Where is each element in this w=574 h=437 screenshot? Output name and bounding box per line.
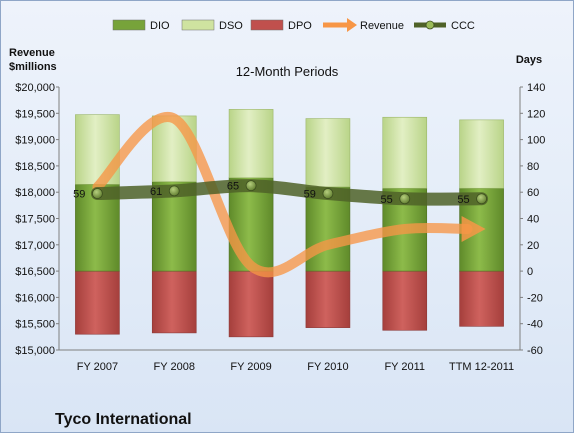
bar-dpo	[459, 270, 504, 327]
bar-dpo	[228, 270, 274, 338]
revenue-line	[92, 112, 473, 278]
ccc-line	[90, 179, 489, 206]
ccc-data-label: 59	[304, 189, 316, 201]
x-axis-labels: FY 2007 FY 2008 FY 2009 FY 2010 FY 2011 TTM 1…	[77, 361, 514, 373]
revenue-series	[92, 112, 486, 278]
bar-dpo	[151, 270, 197, 334]
left-tick-label: $17,500	[15, 214, 55, 226]
bar-dso	[151, 115, 197, 182]
right-tick-label: 20	[527, 240, 539, 252]
legend-swatch-dso	[181, 19, 215, 31]
legend: DIO DSO DPO Revenue CCC	[112, 18, 475, 32]
ccc-marker	[322, 188, 334, 199]
ccc-marker	[92, 188, 103, 199]
right-tick-label: 140	[527, 82, 545, 94]
bar-dso	[382, 116, 428, 189]
bar-dio	[228, 177, 274, 272]
left-tick-label: $19,000	[15, 135, 55, 147]
legend-swatch-ccc-marker	[425, 20, 435, 30]
left-axis-title-line2: $millions	[9, 61, 57, 73]
right-tick-label: -20	[527, 292, 543, 304]
ccc-marker	[476, 193, 487, 205]
category-label: FY 2010	[307, 361, 348, 373]
right-tick-label: 0	[527, 266, 533, 278]
right-tick-label: 60	[527, 187, 539, 199]
company-name: Tyco International	[55, 411, 192, 428]
left-tick-label: $15,000	[15, 345, 55, 357]
ccc-data-label: 61	[150, 186, 162, 198]
bar-dso	[228, 109, 274, 179]
left-tick-label: $16,500	[15, 266, 55, 278]
bar-dso	[459, 119, 504, 189]
right-tick-label: 80	[527, 161, 539, 173]
category-label: FY 2009	[230, 361, 271, 373]
left-axis-title-line1: Revenue	[9, 47, 55, 59]
ccc-marker	[399, 193, 411, 205]
legend-swatch-dio	[112, 19, 146, 31]
right-tick-label: -40	[527, 319, 543, 331]
bar-dpo	[382, 270, 428, 331]
category-label: TTM 12-2011	[449, 361, 514, 373]
category-label: FY 2011	[384, 361, 425, 373]
legend-label-dio: DIO	[150, 20, 170, 32]
left-tick-label: $20,000	[15, 82, 55, 94]
ccc-data-label: 55	[457, 194, 469, 206]
left-tick-label: $19,500	[15, 108, 55, 120]
legend-label-dpo: DPO	[288, 20, 312, 32]
legend-label-ccc: CCC	[451, 20, 475, 32]
left-tick-label: $16,000	[15, 292, 55, 304]
ccc-marker	[245, 180, 257, 192]
left-tick-label: $17,000	[15, 240, 55, 252]
ccc-data-label: 55	[381, 194, 393, 206]
right-tick-label: 40	[527, 214, 539, 226]
legend-swatch-dpo	[250, 19, 284, 31]
legend-label-revenue: Revenue	[360, 20, 404, 32]
ccc-data-label: 59	[73, 189, 85, 201]
category-label: FY 2007	[77, 361, 118, 373]
revenue-arrowhead	[461, 216, 486, 243]
category-label: FY 2008	[154, 361, 195, 373]
right-tick-label: 100	[527, 135, 545, 147]
right-axis-ticks: -60 -40 -20 0 20 40 60 80 100 120 140	[520, 82, 545, 357]
legend-swatch-revenue-head	[347, 18, 357, 32]
right-axis-title: Days	[516, 54, 542, 66]
left-tick-label: $15,500	[15, 319, 55, 331]
chart-title: 12-Month Periods	[236, 64, 339, 79]
right-tick-label: -60	[527, 345, 543, 357]
ccc-series: 59 61 65 59 55 55	[73, 179, 489, 206]
legend-label-dso: DSO	[219, 20, 243, 32]
bar-dpo	[75, 270, 120, 335]
left-tick-label: $18,500	[15, 161, 55, 173]
left-axis-ticks: $15,000 $15,500 $16,000 $16,500 $17,000 $17,5…	[15, 82, 59, 357]
bar-dpo	[305, 270, 351, 328]
ccc-marker	[168, 185, 180, 197]
left-tick-label: $18,000	[15, 187, 55, 199]
right-tick-label: 120	[527, 108, 545, 120]
bar-dso	[305, 118, 351, 188]
ccc-data-label: 65	[227, 181, 239, 193]
